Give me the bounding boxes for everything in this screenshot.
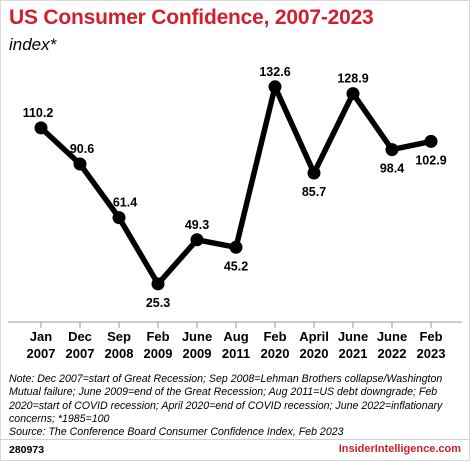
data-point	[229, 240, 243, 254]
chart-source: Source: The Conference Board Consumer Co…	[9, 426, 344, 439]
x-tick-label-month: Feb	[263, 329, 286, 344]
data-label: 45.2	[224, 259, 248, 273]
x-tick-label-month: Feb	[146, 329, 169, 344]
chart-id: 280973	[9, 444, 45, 456]
x-tick-label-year: 2008	[105, 346, 134, 361]
x-tick-label-month: June	[377, 329, 407, 344]
data-points-group	[34, 80, 438, 291]
x-tick-label-year: 2009	[183, 346, 212, 361]
chart-note: Note: Dec 2007=start of Great Recession;…	[9, 373, 443, 425]
series-line	[38, 84, 434, 287]
x-tick-label-year: 2007	[66, 346, 95, 361]
x-tick-label-month: Jan	[30, 329, 52, 344]
data-label: 110.2	[23, 106, 54, 120]
x-tick-label-year: 2020	[261, 346, 290, 361]
x-tick-label-year: 2023	[417, 346, 446, 361]
brand-link[interactable]: InsiderIntelligence.com	[338, 443, 461, 455]
x-tick-label-year: 2007	[27, 346, 56, 361]
data-point	[190, 233, 204, 247]
x-tick-label-year: 2009	[144, 346, 173, 361]
data-point	[151, 277, 165, 291]
x-tick-label-month: Aug	[223, 329, 248, 344]
x-tick-label-month: Sep	[107, 329, 131, 344]
data-label: 61.4	[113, 196, 137, 210]
data-point	[73, 157, 87, 171]
chart-title: US Consumer Confidence, 2007-2023	[9, 6, 374, 29]
data-point	[268, 80, 282, 94]
x-tick-label-month: April	[299, 329, 329, 344]
x-tick-label-month: June	[338, 329, 368, 344]
x-tick-label-year: 2022	[378, 346, 407, 361]
footnotes: Note: Dec 2007=start of Great Recession;…	[9, 373, 464, 439]
x-ticks-group	[40, 322, 432, 328]
data-point	[112, 211, 126, 225]
footer-divider	[0, 439, 470, 440]
data-point	[346, 87, 360, 101]
x-tick-label-month: June	[182, 329, 212, 344]
x-tick-labels-group: Jan 2007 Dec 2007 Sep 2008 Feb 2009 June 2009 Aug 2…	[27, 329, 446, 361]
chart-subtitle: index*	[9, 35, 57, 54]
data-label: 102.9	[415, 153, 446, 167]
data-label: 25.3	[146, 296, 170, 310]
data-point	[307, 166, 321, 180]
x-tick-label-year: 2021	[339, 346, 368, 361]
data-labels-group: 110.2 90.6 61.4 25.3 49.3 45.2 132.6 85.7 128.9 9…	[23, 65, 447, 310]
data-label: 49.3	[185, 218, 209, 232]
data-point	[34, 121, 48, 135]
x-tick-label-month: Dec	[68, 329, 92, 344]
data-label: 128.9	[337, 72, 368, 86]
series-line-group	[38, 84, 434, 287]
x-tick-label-month: Feb	[419, 329, 442, 344]
data-point	[424, 134, 438, 148]
data-label: 132.6	[259, 65, 290, 79]
data-label: 90.6	[70, 142, 94, 156]
x-tick-label-year: 2011	[222, 346, 250, 361]
data-label: 98.4	[380, 162, 404, 176]
x-tick-label-year: 2020	[300, 346, 329, 361]
data-point	[385, 143, 399, 157]
data-label: 85.7	[302, 185, 326, 199]
